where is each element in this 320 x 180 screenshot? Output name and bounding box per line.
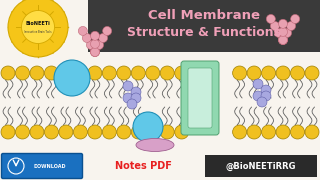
Circle shape (305, 125, 319, 139)
Text: Notes PDF: Notes PDF (115, 161, 172, 171)
Circle shape (91, 48, 100, 57)
Circle shape (21, 10, 54, 44)
Circle shape (283, 28, 292, 37)
Bar (205, 155, 317, 177)
Circle shape (91, 48, 100, 57)
Circle shape (123, 81, 133, 91)
Circle shape (30, 125, 44, 139)
FancyBboxPatch shape (181, 61, 219, 135)
Circle shape (291, 125, 305, 139)
Text: Structure & Functions: Structure & Functions (127, 26, 281, 39)
Circle shape (261, 85, 271, 95)
Circle shape (261, 66, 276, 80)
Circle shape (103, 26, 112, 35)
Circle shape (131, 66, 145, 80)
Circle shape (278, 35, 287, 44)
Circle shape (175, 125, 189, 139)
Circle shape (73, 125, 87, 139)
Text: Cell Membrane: Cell Membrane (148, 8, 260, 21)
Circle shape (175, 66, 189, 80)
Circle shape (123, 93, 133, 103)
Text: Innovative Brain Tools: Innovative Brain Tools (24, 30, 52, 34)
Circle shape (91, 39, 100, 48)
Circle shape (86, 40, 95, 50)
Circle shape (88, 66, 102, 80)
Circle shape (160, 66, 174, 80)
Circle shape (30, 66, 44, 80)
Circle shape (291, 66, 305, 80)
Circle shape (233, 66, 247, 80)
FancyBboxPatch shape (188, 68, 212, 128)
Circle shape (261, 91, 271, 101)
Circle shape (117, 125, 131, 139)
Circle shape (59, 125, 73, 139)
FancyBboxPatch shape (2, 154, 83, 179)
Circle shape (15, 66, 29, 80)
Circle shape (1, 66, 15, 80)
Circle shape (91, 48, 100, 57)
Circle shape (247, 66, 261, 80)
Circle shape (257, 97, 267, 107)
Circle shape (83, 33, 92, 42)
Circle shape (291, 14, 300, 23)
Circle shape (102, 125, 116, 139)
Circle shape (261, 125, 276, 139)
Circle shape (1, 125, 15, 139)
Circle shape (44, 66, 59, 80)
Circle shape (305, 66, 319, 80)
Circle shape (117, 66, 131, 80)
Circle shape (253, 91, 263, 101)
Circle shape (94, 40, 104, 50)
Circle shape (127, 99, 137, 109)
Circle shape (146, 66, 160, 80)
Circle shape (278, 27, 287, 36)
Circle shape (102, 66, 116, 80)
Circle shape (78, 26, 87, 35)
Circle shape (278, 35, 287, 44)
Circle shape (266, 14, 275, 23)
Circle shape (160, 125, 174, 139)
Circle shape (133, 112, 163, 142)
Circle shape (8, 0, 68, 57)
Circle shape (253, 79, 263, 89)
Text: DOWNLOAD: DOWNLOAD (34, 163, 66, 168)
Text: BioNEETi: BioNEETi (26, 21, 50, 26)
Circle shape (99, 33, 108, 42)
Circle shape (278, 19, 287, 28)
Circle shape (44, 125, 59, 139)
Circle shape (287, 21, 296, 30)
Circle shape (247, 125, 261, 139)
Circle shape (278, 35, 287, 44)
Circle shape (276, 125, 290, 139)
Circle shape (15, 125, 29, 139)
Circle shape (54, 60, 90, 96)
Circle shape (88, 125, 102, 139)
Circle shape (275, 28, 284, 37)
Circle shape (233, 125, 247, 139)
Circle shape (131, 125, 145, 139)
Text: @BioNEETiRRG: @BioNEETiRRG (226, 161, 296, 171)
Ellipse shape (136, 138, 174, 152)
Circle shape (276, 66, 290, 80)
Bar (88, 0, 320, 52)
Circle shape (270, 21, 279, 30)
Circle shape (91, 31, 100, 40)
Circle shape (131, 93, 141, 103)
Circle shape (8, 158, 24, 174)
Circle shape (131, 87, 141, 97)
